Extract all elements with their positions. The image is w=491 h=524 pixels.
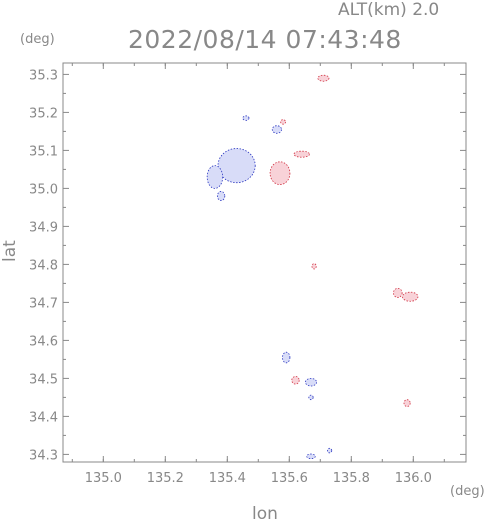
y-tick-label: 35.3: [29, 68, 58, 83]
echo-north-blue: [271, 125, 282, 134]
echo-bottom-blue-2: [327, 447, 333, 454]
y-tick-label: 34.6: [29, 334, 58, 349]
chart-timestamp: 2022/08/14 07:43:48: [128, 25, 402, 54]
y-tick-label: 34.9: [29, 220, 58, 235]
echo-south-blue-1: [282, 351, 291, 364]
echo-east-red-large: [402, 291, 419, 302]
y-tick-label: 35.0: [29, 182, 58, 197]
ticks-layer: 135.0 135.2 135.4 135.6 135.8 136.0 34.3 34.4 34…: [29, 63, 466, 486]
y-tick-label: 35.1: [29, 144, 58, 159]
y-tick-label: 34.7: [29, 296, 58, 311]
echo-west-blob-blue: [206, 165, 224, 189]
echo-south-blue-2: [305, 378, 317, 387]
echo-north-red: [280, 119, 286, 125]
x-axis-unit: (deg): [450, 484, 485, 499]
y-axis-unit: (deg): [20, 32, 55, 47]
echo-northwest-blue: [242, 115, 250, 121]
echo-main-cluster-blue: [217, 148, 256, 184]
x-tick-label: 136.0: [395, 471, 432, 486]
echo-bottom-blue-1: [306, 453, 316, 459]
x-axis-label: lon: [252, 504, 278, 524]
x-tick-label: 135.0: [85, 471, 122, 486]
y-tick-label: 34.4: [29, 410, 58, 425]
x-tick-label: 135.8: [333, 471, 370, 486]
x-tick-label: 135.4: [209, 471, 246, 486]
echo-top-red: [317, 74, 330, 82]
echo-west-tail-blue: [216, 191, 226, 201]
echo-center-blob-red: [269, 161, 291, 186]
y-tick-label: 34.5: [29, 372, 58, 387]
x-tick-label: 135.6: [271, 471, 308, 486]
echo-east-red: [393, 287, 403, 298]
y-tick-label: 34.8: [29, 258, 58, 273]
echo-east-of-center-red: [293, 150, 310, 158]
altitude-label: ALT(km) 2.0: [338, 0, 440, 20]
echo-mid-red: [311, 263, 317, 270]
y-tick-label: 34.3: [29, 448, 58, 463]
echo-south-blue-3: [308, 394, 314, 401]
echo-southeast-red: [403, 399, 411, 407]
x-tick-label: 135.2: [147, 471, 184, 486]
echo-south-red-1: [291, 376, 300, 385]
plot-frame: [62, 62, 467, 463]
y-tick-label: 35.2: [29, 106, 58, 121]
echo-layer: [206, 74, 419, 459]
